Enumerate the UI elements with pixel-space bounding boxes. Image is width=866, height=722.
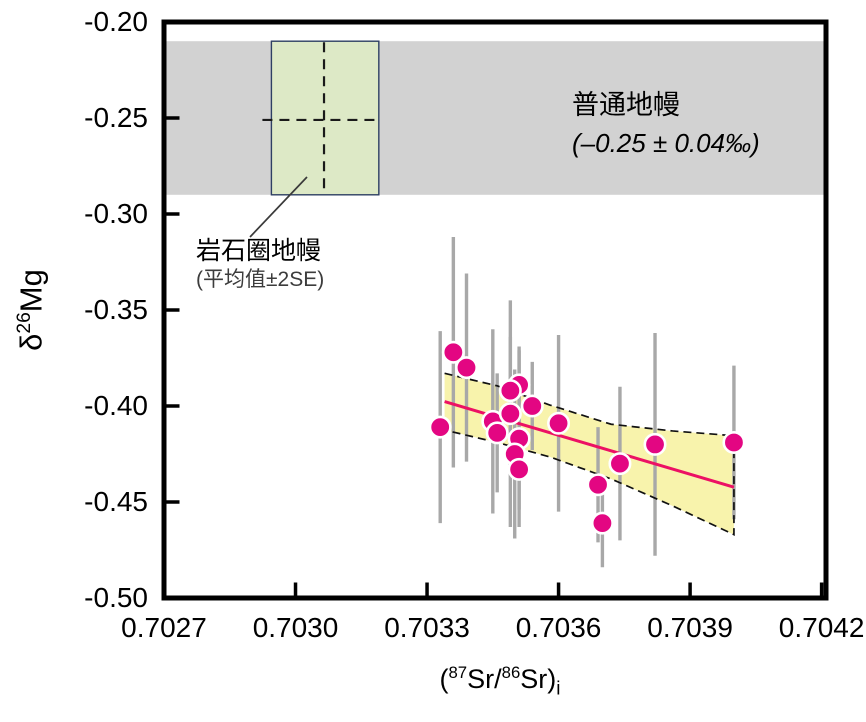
- lithospheric-mantle-label: 岩石圈地幔: [196, 237, 322, 265]
- data-point: [507, 457, 531, 481]
- x-tick-label: 0.7033: [384, 612, 470, 643]
- data-point: [498, 379, 522, 403]
- y-title-element: Mg: [13, 269, 49, 313]
- confidence-band-border: [444, 372, 735, 536]
- lithospheric-mantle-annotation: 岩石圈地幔 (平均值±2SE): [196, 236, 324, 293]
- data-point: [586, 473, 610, 497]
- data-point: [643, 432, 667, 456]
- y-tick-label: -0.20: [84, 6, 148, 37]
- data-point: [520, 394, 544, 418]
- y-tick-label: -0.25: [84, 102, 148, 133]
- x-tick-label: 0.7039: [647, 612, 733, 643]
- x-title-superscript-86: 86: [501, 663, 521, 682]
- confidence-band: [444, 373, 734, 535]
- x-tick-label: 0.7042: [778, 612, 865, 643]
- data-point: [590, 511, 614, 535]
- y-tick-label: -0.35: [84, 294, 148, 325]
- x-title-subscript-i: i: [556, 678, 561, 700]
- lithospheric-mantle-sublabel: (平均值±2SE): [196, 268, 325, 291]
- y-tick-label: -0.30: [84, 198, 148, 229]
- normal-mantle-annotation: 普通地幔 (–0.25 ± 0.04‰): [572, 86, 760, 162]
- data-point: [455, 356, 479, 380]
- data-point: [498, 402, 522, 426]
- data-point: [722, 430, 746, 454]
- y-tick-label: -0.40: [84, 390, 148, 421]
- data-point: [428, 415, 452, 439]
- y-tick-label: -0.45: [84, 486, 148, 517]
- x-tick-label: 0.7036: [515, 612, 602, 643]
- plot-frame: [161, 19, 829, 601]
- x-axis-title: (87Sr/86Sr)i: [439, 663, 561, 700]
- x-tick-label: 0.7030: [252, 612, 339, 643]
- data-point: [441, 340, 465, 364]
- x-tick-label: 0.7027: [121, 612, 207, 643]
- data-point: [485, 421, 509, 445]
- y-axis-title: δ26Mg: [5, 205, 49, 415]
- x-title-superscript-87: 87: [448, 663, 468, 682]
- y-tick-label: -0.50: [84, 582, 148, 613]
- y-title-superscript: 26: [14, 312, 35, 334]
- annotation-leader-line: [249, 176, 308, 238]
- data-point: [547, 411, 571, 435]
- normal-mantle-label: 普通地幔: [572, 90, 680, 120]
- data-point: [608, 452, 632, 476]
- y-title-delta: δ: [13, 333, 49, 351]
- normal-mantle-value: (–0.25 ± 0.04‰): [572, 128, 760, 158]
